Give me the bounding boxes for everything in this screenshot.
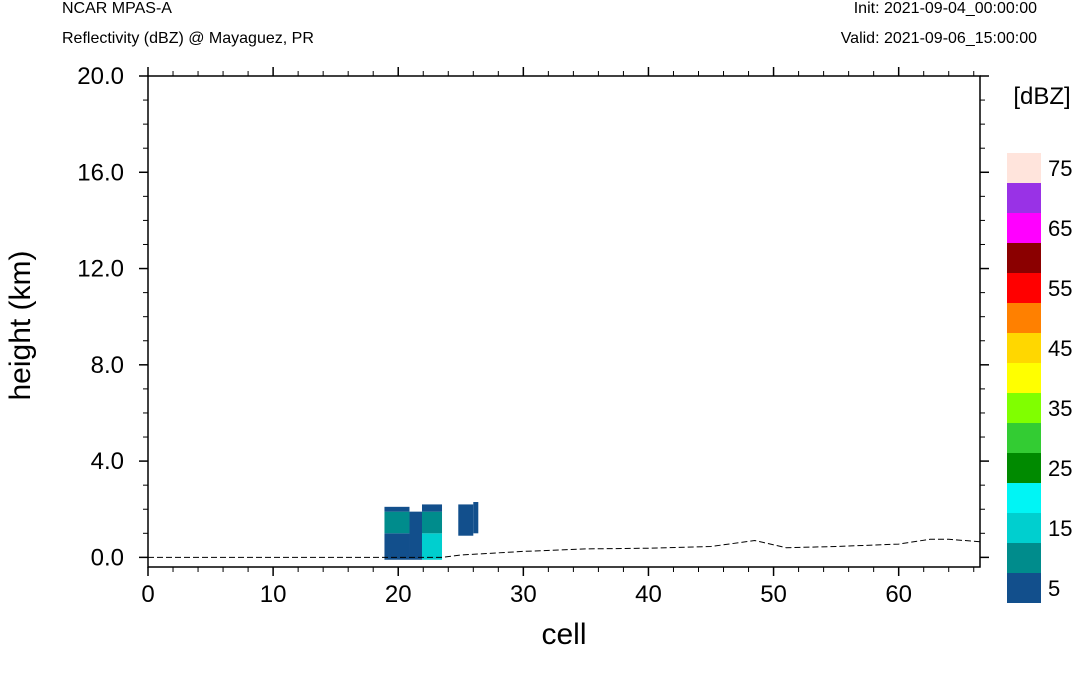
colorbar-label: 5 — [1048, 576, 1060, 601]
axis-tick-labels: 0 10 20 30 40 50 60 0.0 4.0 8.0 12.0 16.0 20.0 — [77, 63, 912, 608]
y-tick-label: 20.0 — [77, 63, 124, 90]
colorbar-swatch-10 — [1007, 543, 1041, 573]
colorbar-label: 15 — [1048, 516, 1072, 541]
colorbar-labels: 5 15 25 35 45 55 65 75 — [1048, 156, 1072, 601]
model-title: NCAR MPAS-A — [62, 0, 172, 17]
colorbar-swatch-65 — [1007, 213, 1041, 243]
colorbar-swatch-40 — [1007, 363, 1041, 393]
colorbar-swatch-50 — [1007, 303, 1041, 333]
colorbar-swatch-75 — [1007, 153, 1041, 183]
colorbar-swatch-35 — [1007, 393, 1041, 423]
y-tick-label: 4.0 — [91, 448, 124, 475]
reflectivity-cell-2 — [384, 506, 410, 512]
colorbar-swatch-70 — [1007, 183, 1041, 213]
colorbar-label: 55 — [1048, 276, 1072, 301]
reflectivity-cell-0 — [384, 533, 410, 560]
colorbar-swatch-55 — [1007, 273, 1041, 303]
x-tick-label: 20 — [385, 581, 412, 608]
x-axis-label: cell — [541, 618, 586, 651]
x-tick-label: 50 — [760, 581, 787, 608]
y-axis-label: height (km) — [4, 250, 37, 400]
colorbar-swatch-45 — [1007, 333, 1041, 363]
reflectivity-cell-5 — [421, 511, 443, 534]
field-subtitle: Reflectivity (dBZ) @ Mayaguez, PR — [62, 30, 314, 47]
reflectivity-cell-4 — [421, 533, 443, 560]
reflectivity-cell-1 — [384, 511, 410, 534]
y-tick-label: 0.0 — [91, 544, 124, 571]
colorbar-label: 65 — [1048, 216, 1072, 241]
colorbar-swatch-20 — [1007, 483, 1041, 513]
reflectivity-cell-7 — [458, 504, 474, 536]
plot-frame — [147, 75, 981, 568]
colorbar-swatch-60 — [1007, 243, 1041, 273]
x-tick-label: 40 — [635, 581, 662, 608]
reflectivity-cells — [384, 502, 479, 560]
colorbar-swatch-15 — [1007, 513, 1041, 543]
colorbar — [1007, 153, 1041, 603]
valid-time: Valid: 2021-09-06_15:00:00 — [840, 30, 1037, 47]
colorbar-swatch-25 — [1007, 453, 1041, 483]
colorbar-label: 25 — [1048, 456, 1072, 481]
reflectivity-cell-6 — [421, 504, 443, 512]
colorbar-swatch-30 — [1007, 423, 1041, 453]
colorbar-label: 75 — [1048, 156, 1072, 181]
terrain-line — [148, 538, 981, 558]
y-tick-label: 12.0 — [77, 256, 124, 283]
y-tick-label: 16.0 — [77, 159, 124, 186]
colorbar-swatch-5 — [1007, 573, 1041, 603]
x-tick-label: 30 — [510, 581, 537, 608]
reflectivity-cell-3 — [409, 511, 422, 560]
colorbar-label: 35 — [1048, 396, 1072, 421]
x-tick-label: 60 — [885, 581, 912, 608]
init-time: Init: 2021-09-04_00:00:00 — [853, 0, 1037, 17]
x-tick-label: 10 — [260, 581, 287, 608]
x-tick-label: 0 — [141, 581, 154, 608]
colorbar-units-label: [dBZ] — [1013, 83, 1070, 110]
y-tick-label: 8.0 — [91, 352, 124, 379]
reflectivity-cell-8 — [473, 502, 479, 534]
colorbar-label: 45 — [1048, 336, 1072, 361]
axis-ticks — [139, 67, 989, 576]
